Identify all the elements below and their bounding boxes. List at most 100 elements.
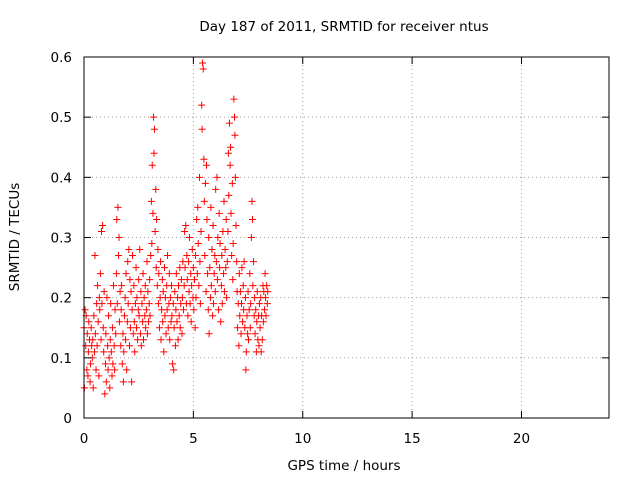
data-point (95, 294, 103, 302)
data-point (152, 185, 160, 193)
data-point (248, 197, 256, 205)
data-point (256, 324, 264, 332)
data-point (255, 342, 263, 350)
data-point (144, 288, 152, 296)
data-point (187, 318, 195, 326)
data-point (157, 336, 165, 344)
data-point (132, 264, 140, 272)
data-point (163, 306, 171, 314)
data-point (238, 300, 245, 308)
data-point (252, 306, 260, 314)
data-point (208, 246, 216, 254)
data-point (165, 270, 173, 278)
data-point (236, 312, 244, 320)
data-point (123, 318, 131, 326)
data-point (261, 270, 269, 278)
data-point (213, 173, 221, 181)
data-point (134, 306, 142, 314)
data-point (190, 276, 198, 284)
data-point (175, 312, 183, 320)
data-point (105, 312, 112, 320)
x-tick-label: 20 (513, 431, 530, 447)
data-point (159, 318, 167, 326)
data-point (228, 179, 236, 187)
data-point (180, 306, 188, 314)
data-point (201, 179, 209, 187)
data-point (198, 101, 206, 109)
data-point (169, 300, 177, 308)
data-point (177, 276, 185, 284)
data-points (80, 59, 272, 398)
data-point (229, 276, 237, 284)
data-point (120, 348, 128, 356)
x-tick-label: 0 (80, 431, 89, 447)
data-point (218, 300, 226, 308)
data-point (182, 221, 190, 229)
y-tick-label: 0.6 (51, 50, 72, 66)
data-point (232, 221, 240, 229)
data-point (116, 288, 124, 296)
data-point (258, 336, 266, 344)
data-point (250, 258, 258, 266)
data-point (231, 113, 238, 121)
data-point (241, 294, 249, 302)
data-point (207, 203, 215, 211)
data-point (108, 372, 116, 380)
data-point (121, 294, 129, 302)
data-point (201, 252, 209, 260)
data-point (105, 354, 113, 362)
data-point (204, 270, 212, 278)
data-point (84, 372, 92, 380)
data-point (223, 294, 231, 302)
data-point (91, 348, 98, 356)
x-axis-label: GPS time / hours (287, 458, 400, 474)
data-point (173, 318, 181, 326)
data-point (110, 282, 118, 290)
data-point (143, 258, 151, 266)
data-point (262, 312, 270, 320)
data-point (209, 312, 217, 320)
data-point (178, 330, 186, 338)
data-point (162, 330, 170, 338)
chart-title: Day 187 of 2011, SRMTID for receiver ntu… (199, 19, 488, 35)
data-point (100, 288, 108, 296)
data-point (253, 288, 261, 296)
data-point (102, 330, 110, 338)
data-point (85, 318, 93, 326)
data-point (126, 276, 134, 284)
data-point (148, 161, 156, 169)
data-point (166, 294, 174, 302)
data-point (183, 276, 191, 284)
data-point (112, 330, 120, 338)
data-point (246, 324, 254, 332)
data-point (81, 306, 89, 314)
data-point (226, 161, 234, 169)
data-point (149, 209, 157, 217)
y-tick-label: 0 (63, 411, 72, 427)
data-point (203, 215, 211, 223)
data-point (129, 252, 137, 260)
data-point (238, 264, 246, 272)
data-point (214, 234, 222, 241)
data-point (205, 234, 213, 241)
data-point (94, 282, 102, 290)
data-point (200, 155, 208, 163)
data-point (220, 288, 228, 296)
data-point (174, 336, 182, 344)
data-point (168, 282, 175, 290)
data-point (188, 282, 196, 290)
data-point (101, 390, 109, 398)
data-point (142, 306, 150, 314)
data-point (233, 258, 241, 266)
data-point (131, 300, 139, 308)
data-point (91, 252, 99, 260)
data-point (169, 360, 177, 368)
data-point (113, 215, 121, 223)
data-point (99, 324, 107, 332)
data-point (157, 258, 165, 266)
data-point (181, 264, 189, 272)
data-point (166, 336, 174, 344)
data-point (86, 378, 94, 386)
data-point (221, 246, 229, 254)
data-point (107, 300, 115, 308)
